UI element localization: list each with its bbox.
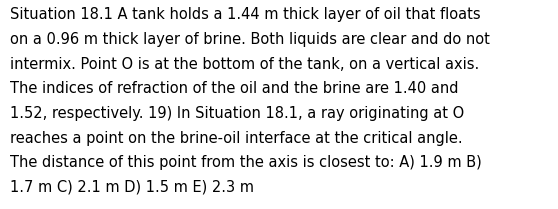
Text: reaches a point on the brine-oil interface at the critical angle.: reaches a point on the brine-oil interfa… xyxy=(10,131,463,146)
Text: 1.52, respectively. 19) In Situation 18.1, a ray originating at O: 1.52, respectively. 19) In Situation 18.… xyxy=(10,106,464,121)
Text: on a 0.96 m thick layer of brine. Both liquids are clear and do not: on a 0.96 m thick layer of brine. Both l… xyxy=(10,32,490,47)
Text: The distance of this point from the axis is closest to: A) 1.9 m B): The distance of this point from the axis… xyxy=(10,155,482,170)
Text: The indices of refraction of the oil and the brine are 1.40 and: The indices of refraction of the oil and… xyxy=(10,81,459,96)
Text: 1.7 m C) 2.1 m D) 1.5 m E) 2.3 m: 1.7 m C) 2.1 m D) 1.5 m E) 2.3 m xyxy=(10,180,254,195)
Text: intermix. Point O is at the bottom of the tank, on a vertical axis.: intermix. Point O is at the bottom of th… xyxy=(10,57,479,72)
Text: Situation 18.1 A tank holds a 1.44 m thick layer of oil that floats: Situation 18.1 A tank holds a 1.44 m thi… xyxy=(10,7,480,22)
